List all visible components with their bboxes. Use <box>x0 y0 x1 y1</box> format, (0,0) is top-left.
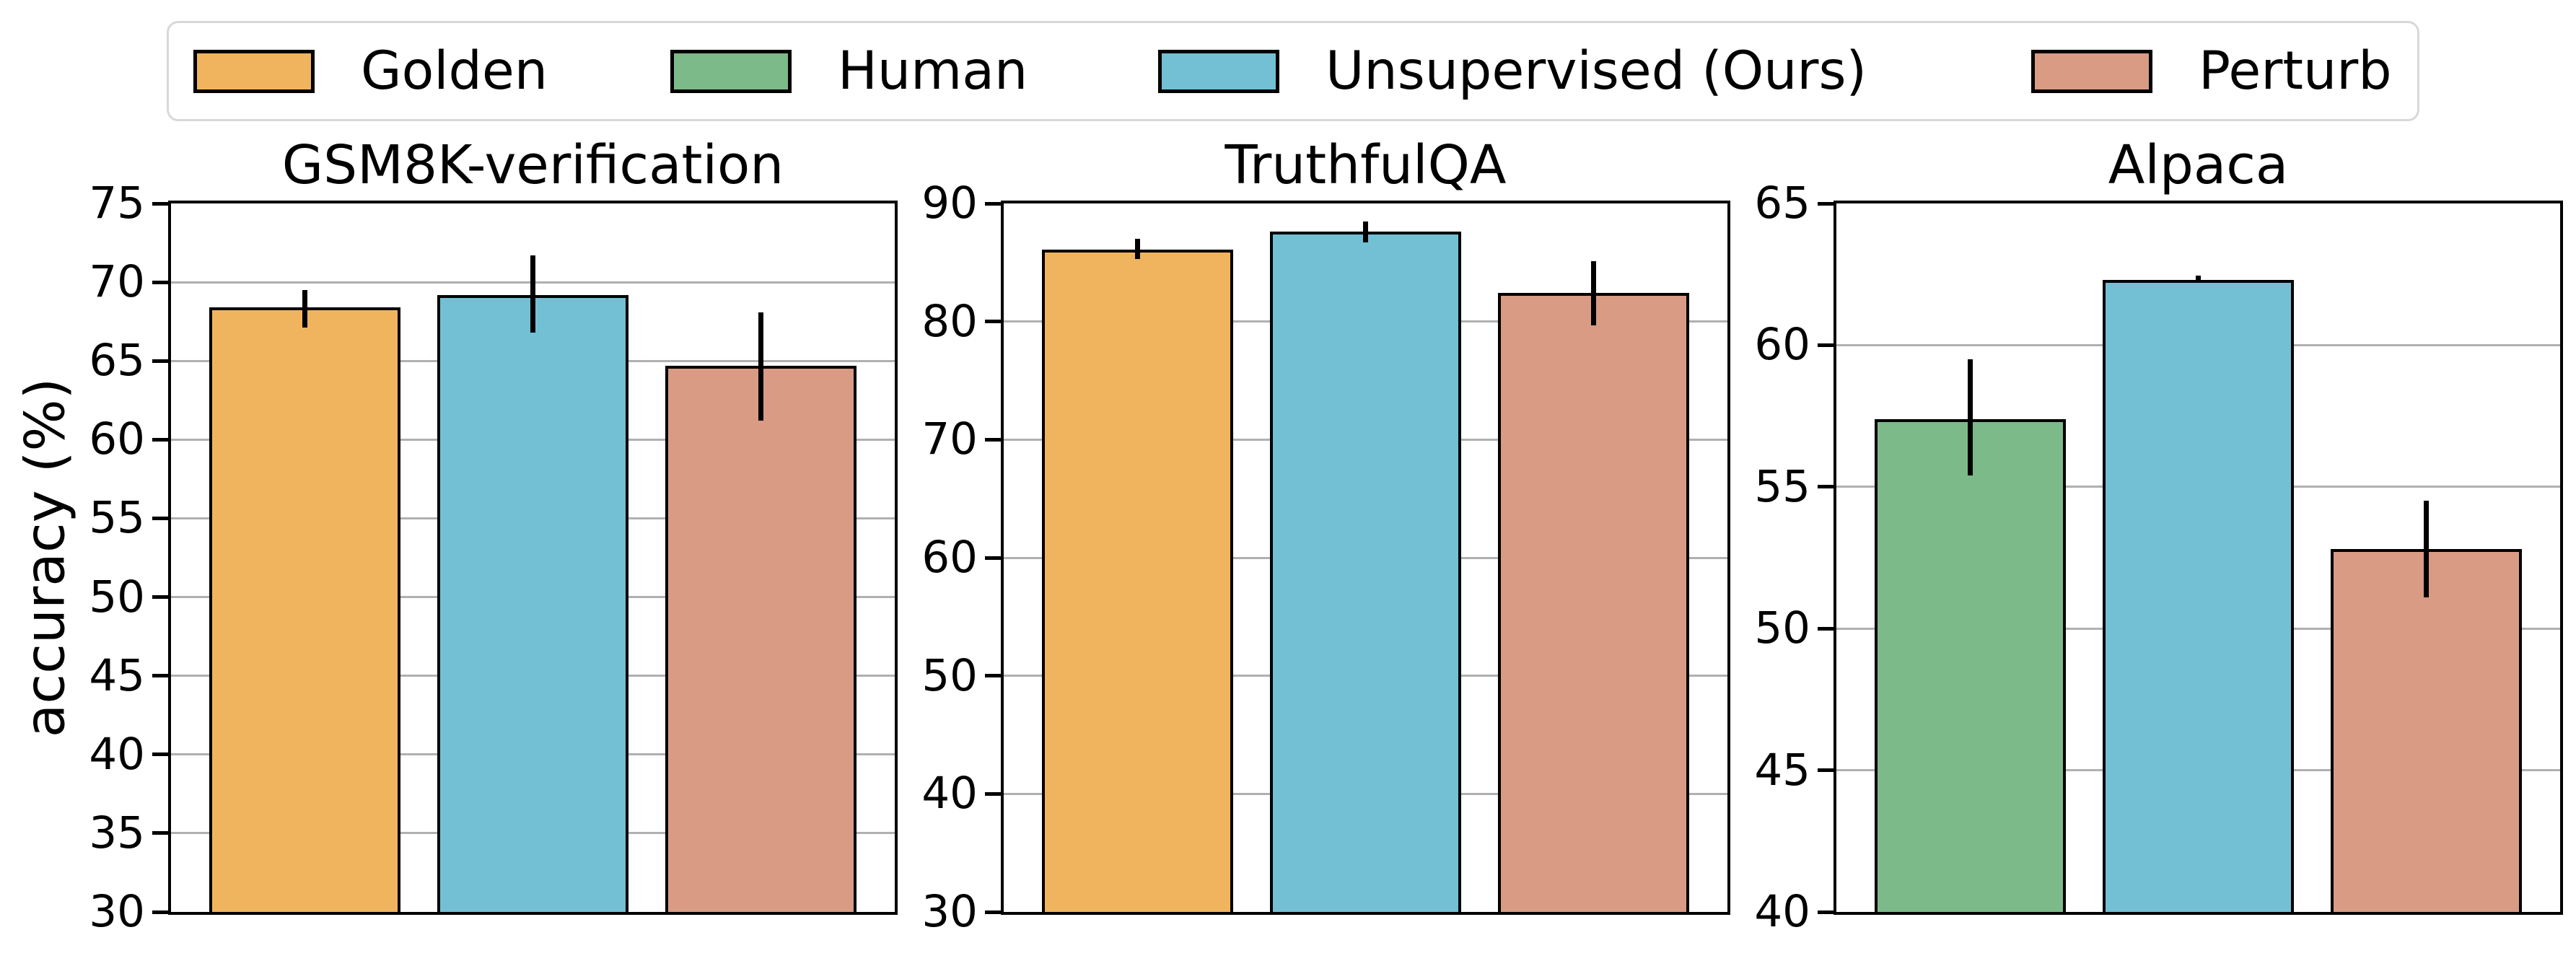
y-tick-label: 30 <box>921 886 978 937</box>
legend-item-golden: Golden <box>193 23 548 119</box>
error-bar <box>2423 501 2429 597</box>
error-bar <box>2196 276 2201 283</box>
y-tick-mark <box>1818 343 1834 347</box>
legend-swatch-unsupervised <box>1158 49 1279 93</box>
y-tick-label: 80 <box>921 295 978 347</box>
y-tick-label: 30 <box>89 886 145 937</box>
y-tick-mark <box>985 910 1001 914</box>
y-tick-label: 60 <box>1754 319 1810 371</box>
legend-item-unsupervised: Unsupervised (Ours) <box>1158 23 1867 119</box>
y-tick-mark <box>152 910 168 914</box>
error-bar <box>1135 239 1141 259</box>
bar-perturb <box>665 365 857 912</box>
y-tick-label: 60 <box>921 532 978 583</box>
bar-golden <box>1042 249 1233 912</box>
y-tick-label: 55 <box>89 492 145 544</box>
y-tick-mark <box>152 359 168 363</box>
axes-alpaca: 40 45 50 55 60 65 <box>1754 181 2563 934</box>
y-tick-mark <box>985 320 1001 324</box>
error-bar <box>1968 359 1973 476</box>
error-bar <box>530 255 535 333</box>
y-tick-mark <box>1818 201 1834 206</box>
y-tick-mark <box>152 752 168 757</box>
y-tick-label: 60 <box>89 413 145 465</box>
y-tick-mark <box>985 437 1001 442</box>
y-tick-mark <box>152 674 168 678</box>
y-tick-label: 90 <box>921 177 978 229</box>
legend-swatch-human <box>670 49 792 93</box>
y-tick-label: 50 <box>1754 602 1810 654</box>
y-tick-label: 40 <box>921 768 978 820</box>
legend-label-golden: Golden <box>361 40 548 102</box>
y-tick-label: 70 <box>89 256 145 308</box>
y-tick-mark <box>1818 626 1834 631</box>
legend-label-unsupervised: Unsupervised (Ours) <box>1326 40 1867 102</box>
y-tick-label: 45 <box>89 649 145 701</box>
error-bar <box>302 290 308 328</box>
y-tick-label: 50 <box>89 571 145 623</box>
legend-item-human: Human <box>670 23 1028 119</box>
y-tick-label: 40 <box>89 728 145 780</box>
legend-swatch-perturb <box>2031 49 2152 93</box>
error-bar <box>1590 261 1596 325</box>
legend: Golden Human Unsupervised (Ours) Perturb <box>167 21 2419 121</box>
y-tick-label: 75 <box>89 177 145 229</box>
y-tick-label: 65 <box>89 335 145 387</box>
y-tick-label: 35 <box>89 807 145 859</box>
y-tick-mark <box>1818 768 1834 773</box>
axes-gsm8k-verification: 30 35 40 45 50 55 60 65 70 75 <box>89 181 898 934</box>
y-tick-mark <box>1818 910 1834 914</box>
y-tick-mark <box>152 280 168 284</box>
y-tick-mark <box>152 201 168 206</box>
legend-label-perturb: Perturb <box>2199 40 2392 102</box>
bar-unsupervised-ours <box>1270 232 1461 912</box>
legend-label-human: Human <box>838 40 1028 102</box>
y-tick-mark <box>152 595 168 600</box>
y-tick-mark <box>152 437 168 442</box>
panel-title-gsm8k: GSM8K-verification <box>281 134 784 196</box>
y-tick-mark <box>985 674 1001 678</box>
y-tick-mark <box>1818 485 1834 489</box>
y-tick-label: 70 <box>921 413 978 465</box>
axes-truthfulqa: 30 40 50 60 70 80 90 <box>921 181 1730 934</box>
bar-perturb <box>1498 293 1689 912</box>
bar-human <box>1875 418 2066 912</box>
y-tick-label: 40 <box>1754 886 1810 937</box>
y-tick-mark <box>985 556 1001 560</box>
error-bar <box>1363 221 1368 243</box>
y-tick-label: 65 <box>1754 177 1810 229</box>
bar-unsupervised-ours <box>2103 280 2294 912</box>
legend-swatch-golden <box>193 49 315 93</box>
y-tick-mark <box>152 831 168 835</box>
y-tick-mark <box>152 516 168 520</box>
panel-title-truthfulqa: TruthfulQA <box>1225 134 1507 196</box>
y-tick-mark <box>985 791 1001 796</box>
y-tick-label: 55 <box>1754 460 1810 512</box>
y-tick-label: 45 <box>1754 744 1810 796</box>
bar-unsupervised-ours <box>437 294 628 912</box>
error-bar <box>758 312 763 421</box>
panel-title-alpaca: Alpaca <box>2108 134 2289 196</box>
y-tick-mark <box>985 201 1001 206</box>
legend-item-perturb: Perturb <box>2031 23 2392 119</box>
bar-golden <box>209 307 400 912</box>
y-tick-label: 50 <box>921 649 978 701</box>
bar-perturb <box>2331 549 2522 912</box>
